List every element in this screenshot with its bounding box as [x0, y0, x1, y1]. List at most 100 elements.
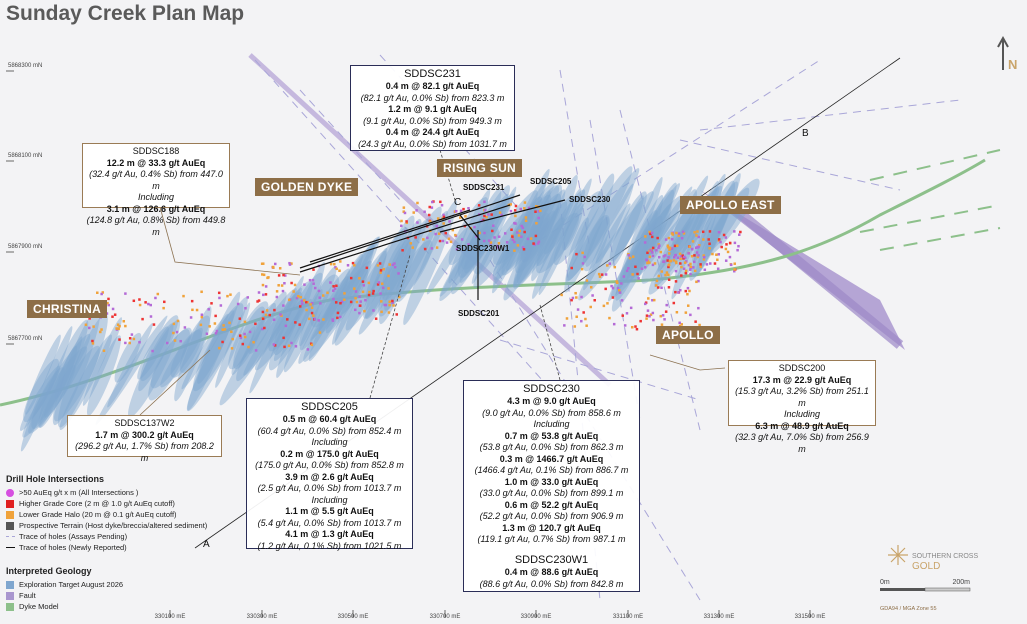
intersection	[668, 248, 671, 252]
intersection	[651, 311, 655, 315]
intersection	[353, 287, 356, 290]
intersection	[395, 313, 398, 316]
intersection	[650, 235, 654, 239]
detail: (1.2 g/t Au, 0.1% Sb) from 1021.5 m	[257, 540, 402, 551]
intersection	[571, 296, 575, 300]
intersection	[711, 252, 714, 256]
intersection	[426, 236, 429, 240]
intersection	[354, 296, 357, 300]
intersection	[149, 315, 153, 318]
intersection	[351, 261, 355, 265]
intersection	[722, 233, 726, 237]
target-zone	[318, 244, 375, 335]
intersection	[200, 315, 204, 319]
intersection	[657, 246, 660, 249]
target-zone	[20, 326, 73, 452]
intersection	[537, 210, 541, 213]
target-zone	[492, 168, 550, 286]
grade: 6.3 m @ 48.9 g/t AuEq	[755, 420, 849, 431]
target-zone	[609, 191, 647, 262]
intersection	[322, 294, 325, 297]
intersection	[593, 299, 596, 302]
callout: SDDSC205 0.5 m @ 60.4 g/t AuEq (60.4 g/t A…	[246, 398, 413, 551]
intersection	[118, 324, 121, 328]
intersection	[665, 303, 668, 307]
intersection	[497, 242, 501, 245]
intersection	[690, 254, 694, 258]
intersection	[584, 317, 587, 321]
intersection	[272, 343, 276, 346]
intersection	[666, 244, 670, 247]
intersection	[144, 301, 147, 304]
intersection	[565, 317, 569, 320]
target-zone	[531, 174, 578, 282]
intersection	[441, 239, 445, 243]
intersection	[703, 268, 707, 272]
target-zone	[363, 266, 390, 319]
detail: (32.4 g/t Au, 0.4% Sb) from 447.0 m	[89, 169, 223, 191]
intersection	[600, 273, 604, 276]
intersection	[516, 231, 519, 234]
intersection	[702, 254, 705, 257]
intersection	[675, 244, 679, 248]
target-zone	[54, 345, 78, 400]
intersection	[651, 251, 654, 254]
target-zone	[615, 195, 664, 301]
intersection	[482, 239, 486, 243]
intersection	[241, 342, 245, 346]
intersection	[529, 237, 533, 240]
intersection	[423, 247, 427, 251]
intersection	[670, 247, 674, 250]
intersection	[467, 207, 470, 210]
intersection	[715, 253, 718, 256]
including: Including	[533, 419, 570, 429]
intersection	[717, 230, 721, 234]
intersection	[620, 282, 623, 285]
intersection	[88, 317, 91, 320]
intersection	[644, 235, 647, 238]
target-zone	[332, 243, 375, 345]
intersection	[280, 284, 284, 287]
intersection	[518, 229, 521, 233]
scale-bar	[880, 588, 925, 591]
intersection	[670, 238, 674, 241]
intersection	[440, 203, 444, 207]
intersection	[661, 314, 665, 317]
intersection	[340, 300, 344, 304]
target-zone	[148, 329, 190, 401]
intersection	[310, 301, 314, 305]
intersection	[378, 262, 382, 265]
grade: 4.3 m @ 9.0 g/t AuEq	[507, 396, 596, 406]
target-zone	[492, 181, 547, 294]
intersection	[679, 288, 682, 292]
legend-text: Higher Grade Core (2 m @ 1.0 g/t AuEq cu…	[19, 499, 175, 508]
intersection	[676, 256, 680, 260]
intersection	[695, 280, 698, 284]
intersection	[699, 263, 702, 266]
target-zone	[54, 345, 100, 422]
legend-row: Exploration Target August 2026	[6, 579, 123, 590]
intersection	[365, 266, 369, 270]
intersection	[252, 340, 255, 344]
intersection	[141, 317, 144, 321]
target-zone	[381, 236, 412, 301]
intersection	[329, 262, 333, 266]
northing-label: 5867700 mN	[8, 336, 42, 342]
intersection	[338, 315, 342, 319]
intersection	[491, 224, 495, 227]
detail: (9.0 g/t Au, 0.0% Sb) from 858.6 m	[482, 407, 621, 418]
intersection	[521, 246, 525, 249]
target-zone	[522, 217, 549, 263]
intersection	[483, 208, 487, 212]
target-zone	[513, 201, 568, 287]
area-label: RISING SUN	[437, 159, 523, 177]
intersection	[287, 298, 291, 302]
intersection	[645, 317, 648, 320]
target-zone	[448, 189, 491, 284]
legend-text: >50 AuEq g/t x m (All Intersections )	[19, 488, 139, 497]
intersection	[737, 244, 740, 248]
intersection	[671, 233, 675, 236]
target-zone	[86, 335, 122, 416]
section-label: B	[802, 128, 809, 139]
